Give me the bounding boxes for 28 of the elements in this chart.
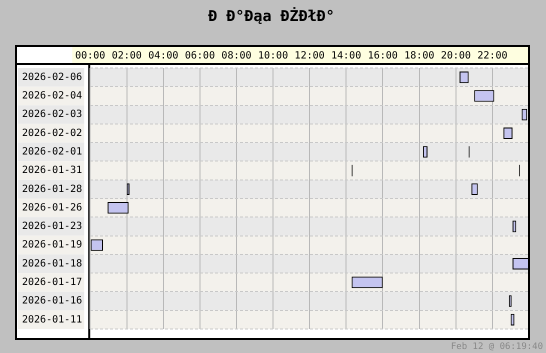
x-tick-label: 02:00 — [112, 50, 142, 62]
chart-title: Ð Ð°Ðąа ÐŻÐłÐ° — [208, 6, 335, 25]
x-tick-label: 16:00 — [368, 50, 398, 62]
x-tick-label: 22:00 — [477, 50, 508, 62]
y-tick-label: 2026-01-23 — [22, 221, 82, 232]
y-tick-label: 2026-01-11 — [22, 314, 82, 326]
y-tick-label: 2026-02-03 — [22, 109, 82, 120]
x-tick-label: 06:00 — [184, 50, 215, 62]
y-tick-label: 2026-02-04 — [22, 90, 82, 102]
text: Feb 12 @ 06:19:40 — [450, 342, 543, 352]
x-tick-label: 08:00 — [221, 50, 252, 62]
x-tick-label: 00:00 — [75, 50, 106, 62]
y-tick-label: 2026-01-17 — [22, 276, 82, 288]
x-tick-label: 04:00 — [148, 50, 178, 62]
x-tick-label: 14:00 — [331, 50, 362, 62]
y-tick-label: 2026-01-28 — [22, 184, 82, 195]
y-tick-label: 2026-01-31 — [22, 165, 82, 176]
y-tick-label: 2026-02-06 — [22, 72, 82, 83]
y-tick-label: 2026-02-02 — [22, 128, 82, 139]
y-tick-label: 2026-01-19 — [22, 240, 82, 251]
x-tick-label: 18:00 — [404, 50, 434, 62]
y-tick-label: 2026-01-26 — [22, 202, 82, 214]
y-tick-label: 2026-01-16 — [22, 296, 82, 307]
x-tick-label: 20:00 — [440, 50, 471, 62]
y-tick-label: 2026-01-18 — [22, 258, 82, 270]
x-tick-label: 12:00 — [294, 50, 325, 62]
x-tick-label: 10:00 — [258, 50, 288, 62]
y-tick-label: 2026-02-01 — [22, 146, 82, 158]
